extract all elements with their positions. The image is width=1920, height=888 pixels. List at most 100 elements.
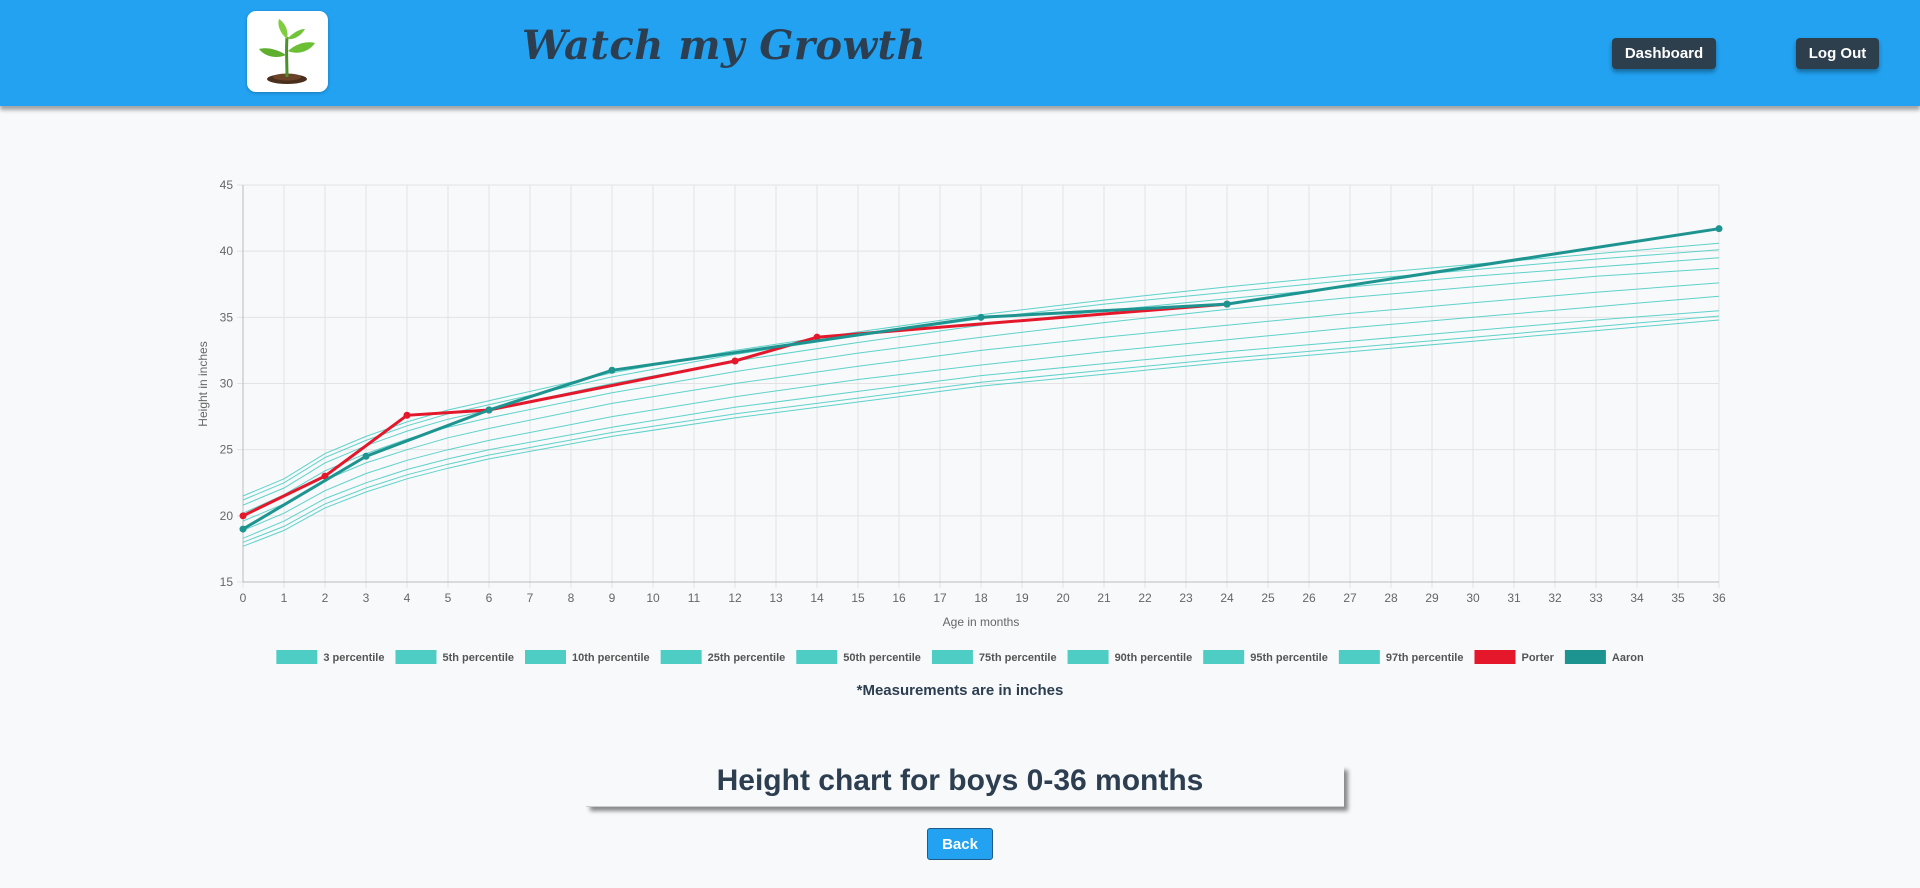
series-line-97th-percentile [242,242,1720,497]
y-tick-label: 15 [220,575,234,589]
x-tick-label: 19 [1015,591,1029,605]
data-point-aaron [1223,300,1231,308]
series-line-50th-percentile [242,282,1720,522]
chart-legend: 3 percentile 5th percentile 10th percentil… [276,650,1644,664]
x-tick-label: 30 [1466,591,1480,605]
legend-swatch-5th-percentile [395,650,437,664]
legend-swatch-90th-percentile [1067,650,1109,664]
x-tick-label: 0 [240,591,247,605]
data-point-aaron [608,366,616,374]
top-navbar: Watch my Growth Dashboard Log Out [0,0,1920,106]
legend-swatch-25th-percentile [660,650,702,664]
x-tick-label: 2 [322,591,329,605]
data-point-porter [239,512,247,520]
x-tick-label: 8 [568,591,575,605]
y-tick-label: 20 [220,509,234,523]
legend-label-90th-percentile: 90th percentile [1115,652,1193,664]
data-point-aaron [362,452,370,460]
y-tick-label: 25 [220,443,234,457]
x-tick-label: 12 [728,591,742,605]
x-tick-label: 29 [1425,591,1439,605]
data-point-aaron [239,525,247,533]
x-tick-label: 13 [769,591,783,605]
x-tick-label: 1 [281,591,288,605]
x-tick-label: 20 [1056,591,1070,605]
x-tick-label: 3 [363,591,370,605]
x-tick-label: 11 [688,591,701,605]
legend-label-25th-percentile: 25th percentile [708,652,786,664]
x-tick-label: 23 [1179,591,1193,605]
chart-series [239,225,1723,547]
series-line-5th-percentile [242,315,1720,543]
data-point-aaron [977,313,985,321]
x-tick-label: 17 [933,591,947,605]
x-tick-label: 6 [486,591,493,605]
brand-title: Watch my Growth [522,22,927,69]
series-line-10th-percentile [242,310,1720,539]
x-tick-label: 32 [1548,591,1562,605]
x-tick-label: 22 [1138,591,1152,605]
legend-swatch-porter [1474,650,1516,664]
legend-swatch-75th-percentile [931,650,973,664]
legend-label-aaron: Aaron [1612,652,1644,664]
title-card [586,766,1344,807]
legend-swatch-95th-percentile [1203,650,1245,664]
data-point-aaron [1715,225,1723,233]
x-tick-label: 10 [646,591,660,605]
series-line-3-percentile [242,319,1720,547]
x-tick-label: 7 [527,591,534,605]
x-tick-label: 36 [1712,591,1726,605]
x-tick-label: 34 [1630,591,1644,605]
x-tick-label: 21 [1097,591,1111,605]
x-tick-label: 25 [1261,591,1275,605]
app-logo[interactable] [247,11,328,92]
y-axis-ticks: 15 20 25 30 35 40 45 [220,178,234,589]
y-tick-label: 40 [220,244,234,258]
legend-label-97th-percentile: 97th percentile [1386,652,1464,664]
legend-label-95th-percentile: 95th percentile [1250,652,1328,664]
legend-swatch-3-percentile [276,650,318,664]
series-line-75th-percentile [242,267,1720,514]
seedling-icon [259,19,315,84]
x-tick-label: 18 [974,591,988,605]
x-tick-label: 5 [445,591,452,605]
legend-label-10th-percentile: 10th percentile [572,652,650,664]
legend-swatch-10th-percentile [525,650,566,664]
legend-swatch-97th-percentile [1338,650,1380,664]
x-tick-label: 4 [404,591,411,605]
data-point-porter [403,411,411,419]
x-tick-label: 9 [609,591,616,605]
legend-label-5th-percentile: 5th percentile [442,652,514,664]
y-tick-label: 30 [220,377,234,391]
measurement-note: *Measurements are in inches [856,682,1064,699]
x-tick-label: 24 [1220,591,1234,605]
back-button[interactable]: Back [927,828,993,860]
x-tick-label: 28 [1384,591,1398,605]
x-tick-label: 35 [1671,591,1685,605]
legend-label-75th-percentile: 75th percentile [979,652,1057,664]
x-tick-label: 16 [892,591,906,605]
dashboard-button[interactable]: Dashboard [1612,38,1716,69]
x-tick-label: 14 [810,591,824,605]
series-line-25th-percentile [242,295,1720,531]
data-point-porter [731,357,739,365]
legend-label-50th-percentile: 50th percentile [843,652,921,664]
data-point-porter [813,333,821,341]
page-title: Height chart for boys 0-36 months [716,764,1204,797]
x-tick-label: 15 [851,591,865,605]
x-tick-label: 31 [1507,591,1521,605]
legend-swatch-50th-percentile [796,650,838,664]
y-tick-label: 35 [220,310,234,324]
series-line-95th-percentile [242,249,1720,501]
x-tick-label: 26 [1302,591,1316,605]
x-tick-label: 27 [1343,591,1357,605]
x-axis-label: Age in months [943,615,1020,629]
x-axis-ticks: 0 1 2 3 4 5 6 7 8 9 10 11 12 13 14 15 16 17 18 19 20 21 22 23 24… [240,591,1726,605]
y-axis-label: Height in inches [196,341,210,426]
data-point-aaron [485,406,493,414]
logout-button[interactable]: Log Out [1796,38,1879,69]
legend-label-porter: Porter [1521,652,1554,664]
legend-label-3-percentile: 3 percentile [323,652,384,664]
x-tick-label: 33 [1589,591,1603,605]
growth-chart: 0 1 2 3 4 5 6 7 8 9 10 11 12 13 14 15 16 17 18 19 20 21 22 23 24… [196,178,1726,664]
